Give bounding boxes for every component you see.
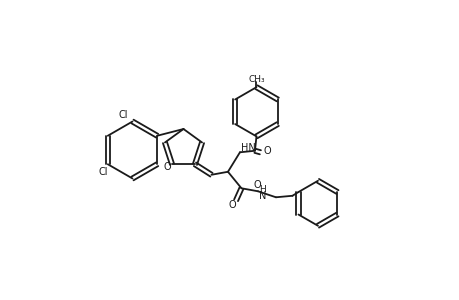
Text: H: H [259,185,266,194]
Text: Cl: Cl [98,167,108,177]
Text: O: O [263,146,270,156]
Text: Cl: Cl [118,110,128,121]
Text: N: N [259,191,266,201]
Text: O: O [253,180,260,190]
Text: O: O [228,200,236,210]
Text: O: O [163,162,171,172]
Text: CH₃: CH₃ [247,75,264,84]
Text: HN: HN [241,143,256,153]
